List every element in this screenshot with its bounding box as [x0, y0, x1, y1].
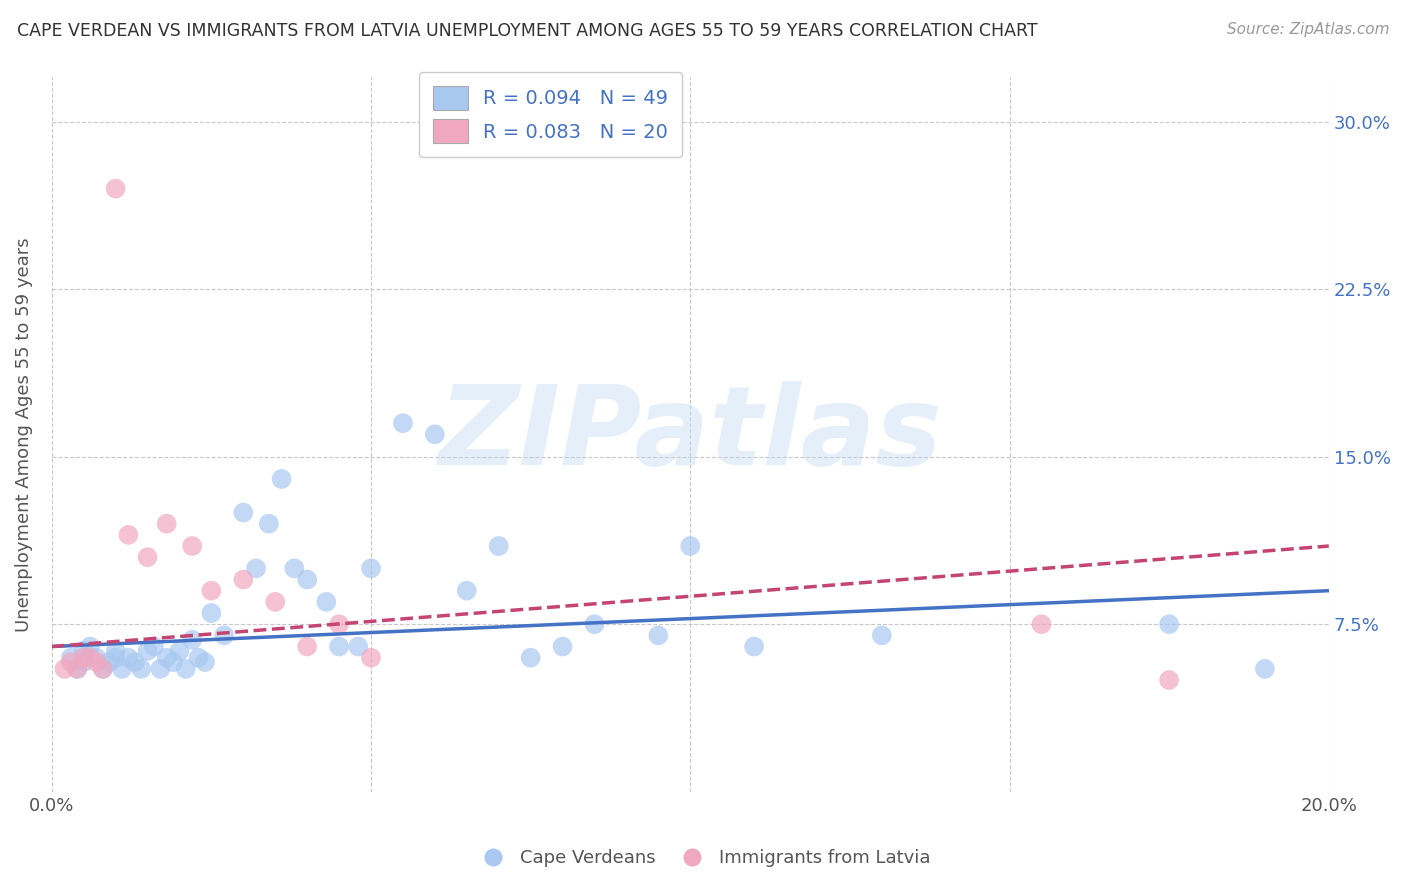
Point: [257, 516, 280, 531]
Point: [1159, 673, 1181, 687]
Point: [647, 628, 669, 642]
Y-axis label: Unemployment Among Ages 55 to 59 years: Unemployment Among Ages 55 to 59 years: [15, 237, 32, 632]
Point: [149, 662, 172, 676]
Point: [66, 662, 89, 676]
Point: [232, 573, 254, 587]
Point: [283, 561, 305, 575]
Text: CAPE VERDEAN VS IMMIGRANTS FROM LATVIA UNEMPLOYMENT AMONG AGES 55 TO 59 YEARS CO: CAPE VERDEAN VS IMMIGRANTS FROM LATVIA U…: [17, 22, 1038, 40]
Point: [1254, 662, 1277, 676]
Point: [53, 662, 76, 676]
Point: [79, 640, 101, 654]
Point: [212, 628, 235, 642]
Point: [136, 550, 159, 565]
Point: [200, 583, 222, 598]
Point: [328, 640, 350, 654]
Point: [315, 595, 337, 609]
Point: [187, 650, 209, 665]
Point: [59, 655, 82, 669]
Point: [59, 650, 82, 665]
Point: [169, 644, 191, 658]
Point: [91, 662, 114, 676]
Point: [295, 573, 318, 587]
Point: [551, 640, 574, 654]
Point: [156, 516, 179, 531]
Point: [360, 650, 382, 665]
Point: [200, 606, 222, 620]
Point: [295, 640, 318, 654]
Point: [194, 655, 217, 669]
Point: [181, 539, 204, 553]
Point: [124, 655, 146, 669]
Point: [73, 644, 96, 658]
Point: [73, 650, 96, 665]
Point: [104, 650, 127, 665]
Point: [392, 416, 415, 430]
Point: [423, 427, 446, 442]
Point: [1159, 617, 1181, 632]
Point: [488, 539, 510, 553]
Point: [181, 632, 204, 647]
Point: [174, 662, 197, 676]
Text: Source: ZipAtlas.com: Source: ZipAtlas.com: [1226, 22, 1389, 37]
Point: [98, 655, 121, 669]
Point: [79, 650, 101, 665]
Point: [91, 662, 114, 676]
Point: [245, 561, 267, 575]
Point: [117, 528, 139, 542]
Point: [456, 583, 478, 598]
Point: [347, 640, 370, 654]
Point: [86, 650, 108, 665]
Point: [264, 595, 287, 609]
Point: [104, 182, 127, 196]
Point: [583, 617, 606, 632]
Point: [679, 539, 702, 553]
Legend: Cape Verdeans, Immigrants from Latvia: Cape Verdeans, Immigrants from Latvia: [468, 842, 938, 874]
Point: [1031, 617, 1053, 632]
Point: [142, 640, 165, 654]
Point: [232, 506, 254, 520]
Point: [162, 655, 184, 669]
Point: [328, 617, 350, 632]
Point: [156, 650, 179, 665]
Point: [870, 628, 893, 642]
Legend: R = 0.094   N = 49, R = 0.083   N = 20: R = 0.094 N = 49, R = 0.083 N = 20: [419, 72, 682, 157]
Text: ZIPatlas: ZIPatlas: [439, 381, 942, 488]
Point: [129, 662, 152, 676]
Point: [66, 662, 89, 676]
Point: [270, 472, 292, 486]
Point: [104, 644, 127, 658]
Point: [86, 655, 108, 669]
Point: [136, 644, 159, 658]
Point: [117, 650, 139, 665]
Point: [360, 561, 382, 575]
Point: [519, 650, 541, 665]
Point: [73, 655, 96, 669]
Point: [111, 662, 134, 676]
Point: [742, 640, 765, 654]
